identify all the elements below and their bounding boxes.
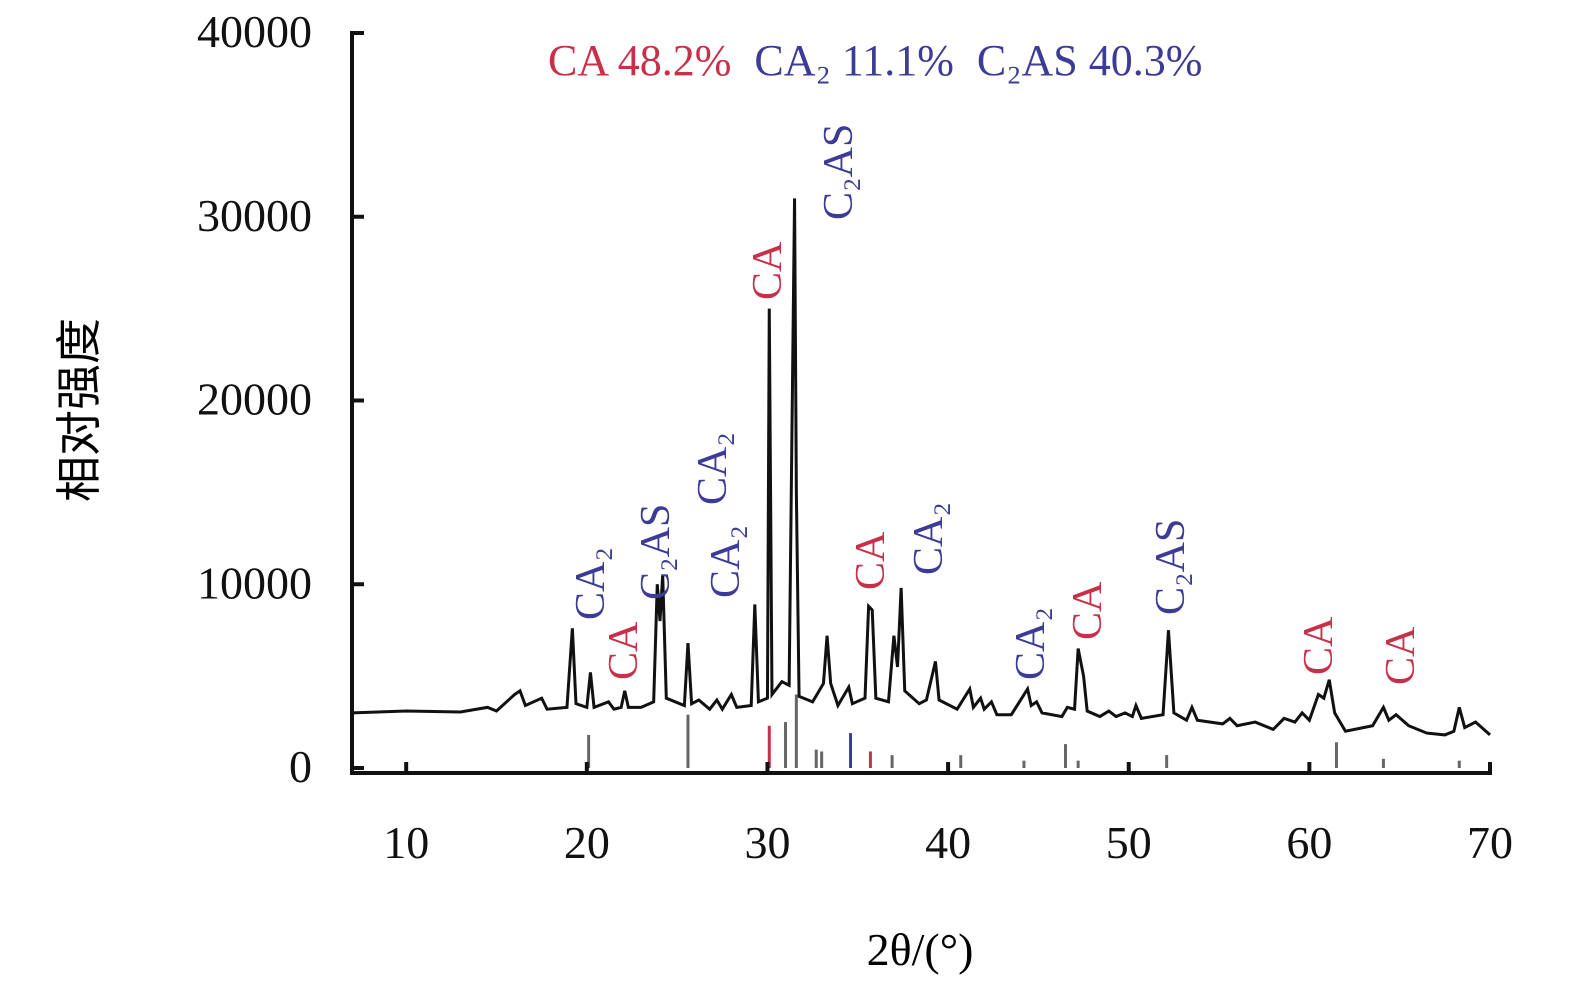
x-tick-label: 60 <box>1286 817 1332 868</box>
x-tick-label: 70 <box>1467 817 1513 868</box>
phase-label: CA₂ <box>703 525 749 598</box>
y-tick-label: 30000 <box>197 190 312 241</box>
phase-label: CA <box>1296 616 1342 675</box>
y-tick-label: 40000 <box>197 6 312 57</box>
phase-label: CA <box>601 621 647 680</box>
phase-label: CA₂ <box>690 432 736 505</box>
phase-label: C₂AS <box>633 504 679 600</box>
y-tick-label: 20000 <box>197 374 312 425</box>
x-tick-label: 30 <box>744 817 790 868</box>
xrd-pattern <box>351 198 1491 737</box>
legend-entry: CA₂ 11.1% <box>754 36 953 85</box>
legend-entry: C₂AS 40.3% <box>977 36 1203 85</box>
phase-label: CA <box>745 241 791 300</box>
phase-label: C₂AS <box>1148 519 1194 615</box>
phase-label: CA <box>1065 581 1111 640</box>
phase-label: CA₂ <box>906 502 952 575</box>
y-axis-label: 相对强度 <box>54 318 105 502</box>
y-tick-label: 0 <box>289 741 312 792</box>
x-tick-label: 20 <box>564 817 610 868</box>
phase-label: CA₂ <box>1008 607 1054 680</box>
legend: CA 48.2% CA₂ 11.1% C₂AS 40.3% <box>548 36 1202 85</box>
x-tick-label: 40 <box>925 817 971 868</box>
x-axis-label: 2θ/(°) <box>867 924 974 975</box>
legend-entry: CA 48.2% <box>548 36 731 85</box>
y-tick-label: 10000 <box>197 557 312 608</box>
phase-label: CA <box>848 531 894 590</box>
phase-label: CA₂ <box>568 547 614 620</box>
phase-label: C₂AS <box>816 124 862 220</box>
x-tick-label: 10 <box>383 817 429 868</box>
x-tick-label: 50 <box>1106 817 1152 868</box>
phase-label: CA <box>1378 626 1424 685</box>
